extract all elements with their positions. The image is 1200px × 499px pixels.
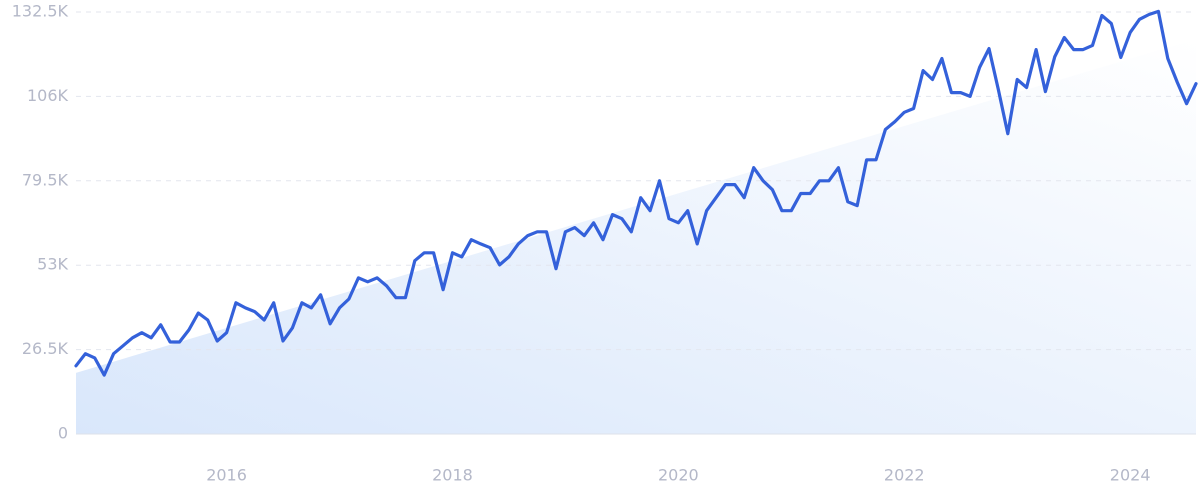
x-tick-label: 2024 — [1110, 466, 1151, 485]
x-tick-label: 2018 — [432, 466, 473, 485]
y-tick-label: 53K — [37, 255, 68, 274]
trend-area — [76, 39, 1196, 435]
line — [74, 9, 1198, 377]
x-tick-label: 2022 — [884, 466, 925, 485]
y-tick-label: 132.5K — [12, 2, 69, 21]
x-tick-label: 2016 — [206, 466, 247, 485]
y-tick-label: 26.5K — [22, 339, 69, 358]
y-tick-label: 106K — [27, 86, 69, 105]
y-tick-label: 79.5K — [22, 170, 69, 189]
x-tick-label: 2020 — [658, 466, 699, 485]
y-tick-label: 0 — [58, 424, 68, 443]
